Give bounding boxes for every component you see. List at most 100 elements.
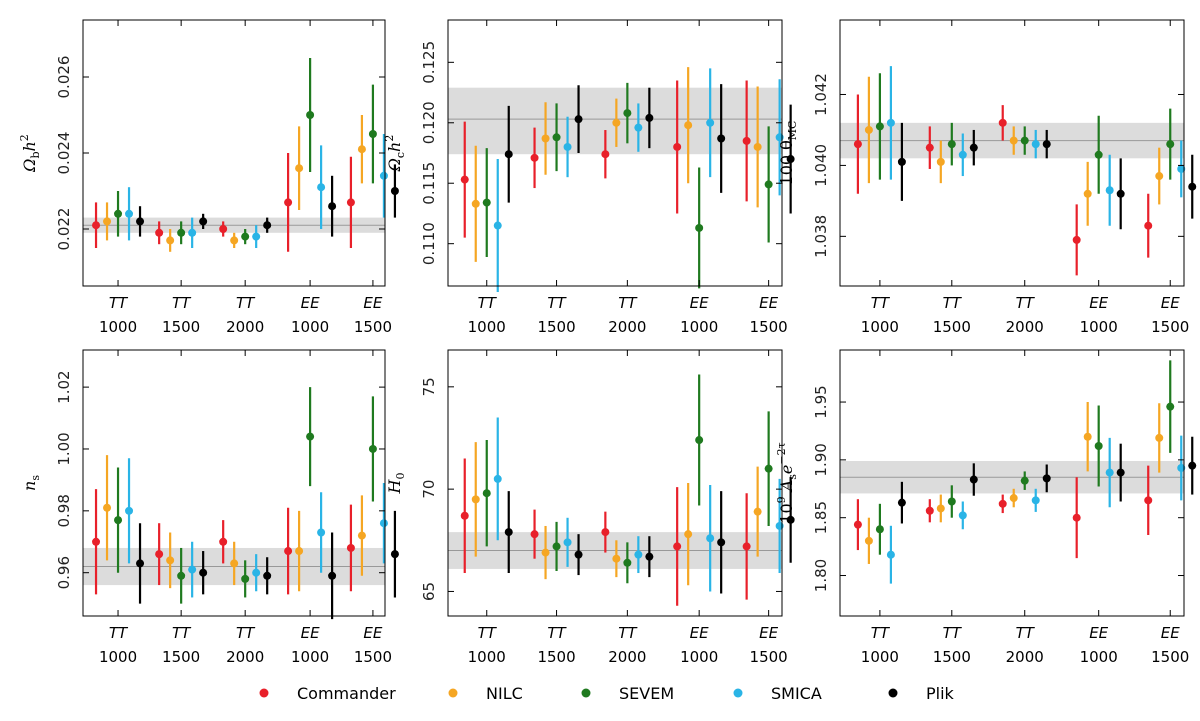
xtick-label-spectrum: TT xyxy=(478,624,498,642)
point-commander xyxy=(925,506,934,515)
point-smica xyxy=(706,118,715,127)
point-nilc xyxy=(1083,189,1092,198)
xtick-label-spectrum: TT xyxy=(109,294,129,312)
point-nilc xyxy=(1155,172,1164,181)
point-smica xyxy=(1105,468,1114,477)
ytick-label: 0.026 xyxy=(55,56,73,99)
point-smica xyxy=(188,565,197,574)
point-commander xyxy=(742,542,751,551)
point-smica xyxy=(379,519,388,528)
xtick-label-lmax: 1000 xyxy=(680,318,718,336)
xtick-label-spectrum: TT xyxy=(547,624,567,642)
point-sevem xyxy=(764,180,773,189)
xtick-label-lmax: 1000 xyxy=(468,318,506,336)
xtick-label-spectrum: TT xyxy=(871,294,891,312)
xtick-label-lmax: 2000 xyxy=(226,318,264,336)
ytick-label: 1.02 xyxy=(55,370,73,403)
axes-frame xyxy=(839,349,1185,617)
xtick-label-lmax: 2000 xyxy=(1006,648,1044,666)
panel-4: 0.96 0.98 1.00 1.02 TT 1000 TT 1500 TT 2000 EE 1000… xyxy=(20,349,399,666)
ytick-label: 1.80 xyxy=(812,559,830,592)
point-smica xyxy=(125,506,134,515)
point-sevem xyxy=(1020,476,1029,485)
legend-label-nilc: NILC xyxy=(486,684,523,703)
point-plik xyxy=(1116,189,1125,198)
legend-marker-plik xyxy=(888,688,898,698)
xtick-label-lmax: 1500 xyxy=(537,318,575,336)
point-commander xyxy=(92,537,101,546)
xtick-label-lmax: 1500 xyxy=(354,648,392,666)
point-plik xyxy=(897,498,906,507)
point-smica xyxy=(958,150,967,159)
xtick-label-lmax: 1500 xyxy=(933,648,971,666)
point-commander xyxy=(601,528,610,537)
point-nilc xyxy=(1009,136,1018,145)
point-nilc xyxy=(864,536,873,545)
point-sevem xyxy=(947,140,956,149)
point-nilc xyxy=(166,556,175,565)
xtick-label-lmax: 1000 xyxy=(1080,318,1118,336)
xtick-label-lmax: 1500 xyxy=(933,318,971,336)
point-plik xyxy=(1188,461,1197,470)
point-commander xyxy=(925,143,934,152)
point-commander xyxy=(92,221,101,230)
xtick-label-spectrum: TT xyxy=(547,294,567,312)
point-plik xyxy=(390,187,399,195)
point-smica xyxy=(958,511,967,520)
point-sevem xyxy=(764,464,773,473)
point-sevem xyxy=(1166,402,1175,411)
xtick-label-spectrum: EE xyxy=(690,294,709,312)
point-plik xyxy=(263,571,272,580)
point-smica xyxy=(563,142,572,151)
point-commander xyxy=(1144,496,1153,505)
point-smica xyxy=(317,183,326,192)
point-plik xyxy=(328,571,337,580)
ytick-label: 75 xyxy=(420,377,438,396)
axes-frame xyxy=(839,19,1185,287)
point-smica xyxy=(252,232,261,241)
point-nilc xyxy=(1155,433,1164,442)
point-plik xyxy=(645,552,654,561)
ytick-label: 1.95 xyxy=(812,385,830,418)
panel-6: 1.80 1.85 1.90 1.95 TT 1000 TT 1500 TT 2000 EE 1000… xyxy=(775,349,1197,666)
xtick-label-lmax: 1000 xyxy=(99,648,137,666)
point-nilc xyxy=(612,118,621,127)
point-nilc xyxy=(230,559,239,568)
point-sevem xyxy=(1094,150,1103,159)
point-commander xyxy=(346,198,355,207)
point-plik xyxy=(786,515,795,524)
point-nilc xyxy=(1009,494,1018,503)
xtick-label-spectrum: EE xyxy=(301,624,320,642)
point-plik xyxy=(199,217,208,226)
ytick-label: 0.120 xyxy=(420,101,438,144)
point-nilc xyxy=(357,145,366,154)
ytick-label: 65 xyxy=(420,582,438,601)
ylabel: 100 θMC xyxy=(777,121,799,186)
xtick-label-lmax: 1000 xyxy=(468,648,506,666)
point-plik xyxy=(897,157,906,166)
legend-marker-nilc xyxy=(448,688,458,698)
point-commander xyxy=(998,118,1007,127)
legend-label-sevem: SEVEM xyxy=(619,684,674,703)
panel-5: 65 70 75 TT 1000 TT 1500 TT 2000 EE 1000 EE 1500 H0 xyxy=(385,349,795,666)
xtick-label-lmax: 1500 xyxy=(1151,318,1189,336)
legend: Commander NILC SEVEM SMICA Plik xyxy=(259,684,955,703)
legend-marker-smica xyxy=(733,688,743,698)
point-sevem xyxy=(241,232,250,241)
point-commander xyxy=(284,198,293,207)
point-sevem xyxy=(947,497,956,506)
ytick-label: 1.040 xyxy=(812,144,830,187)
xtick-label-lmax: 1000 xyxy=(1080,648,1118,666)
point-smica xyxy=(1031,140,1040,149)
xtick-label-spectrum: EE xyxy=(301,294,320,312)
point-sevem xyxy=(177,228,186,237)
ytick-label: 0.125 xyxy=(420,41,438,84)
panel-1: 0.022 0.024 0.026 TT 1000 TT 1500 TT 2000 EE 1000 E… xyxy=(18,19,399,336)
ytick-label: 70 xyxy=(420,480,438,499)
xtick-label-spectrum: TT xyxy=(618,294,638,312)
point-nilc xyxy=(864,125,873,134)
xtick-label-spectrum: EE xyxy=(1161,294,1180,312)
point-sevem xyxy=(875,122,884,131)
point-nilc xyxy=(684,530,693,539)
panel-2: 0.110 0.115 0.120 0.125 TT 1000 TT 1500 TT 2000 EE… xyxy=(383,19,795,336)
